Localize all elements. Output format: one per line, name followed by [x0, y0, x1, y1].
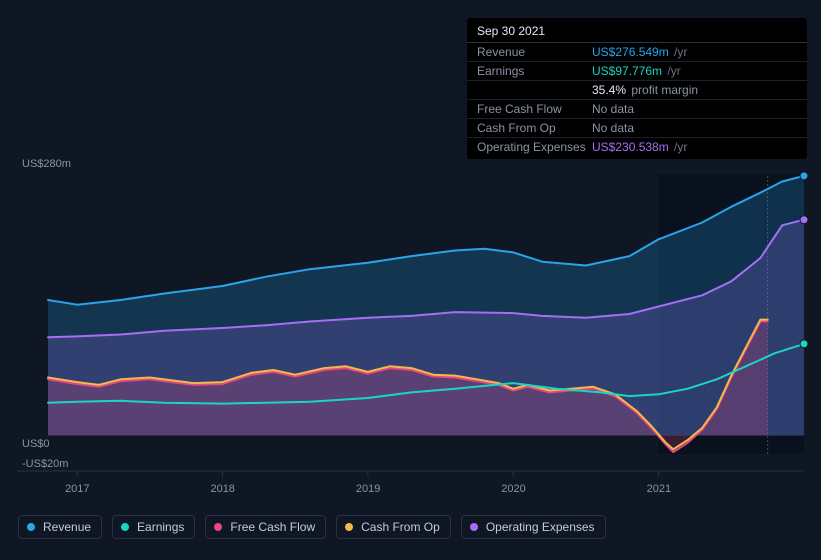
tooltip-row: RevenueUS$276.549m /yr [467, 43, 807, 62]
y-axis-label: US$280m [22, 158, 71, 170]
tooltip-row-label: Cash From Op [477, 121, 592, 135]
tooltip-row: 35.4% profit margin [467, 81, 807, 100]
tooltip-row-label: Earnings [477, 64, 592, 78]
tooltip-row: Free Cash FlowNo data [467, 100, 807, 119]
tooltip-row-unit: /yr [664, 64, 681, 78]
legend-label: Earnings [137, 520, 184, 534]
x-axis-label: 2020 [501, 483, 525, 495]
hover-tooltip: Sep 30 2021 RevenueUS$276.549m /yrEarnin… [467, 18, 807, 159]
tooltip-row-nodata: No data [592, 121, 634, 135]
x-axis-label: 2018 [210, 483, 234, 495]
tooltip-row: EarningsUS$97.776m /yr [467, 62, 807, 81]
tooltip-row-value: US$97.776m [592, 64, 662, 78]
tooltip-row-label: Free Cash Flow [477, 102, 592, 116]
tooltip-row-label [477, 83, 592, 97]
tooltip-row-value: US$230.538m [592, 140, 669, 154]
legend-item-earnings[interactable]: Earnings [112, 515, 195, 539]
tooltip-row-unit: /yr [671, 140, 688, 154]
tooltip-row-value: US$276.549m [592, 45, 669, 59]
legend-label: Free Cash Flow [230, 520, 315, 534]
tooltip-row-label: Operating Expenses [477, 140, 592, 154]
tooltip-row-value: 35.4% [592, 83, 626, 97]
tooltip-row: Operating ExpensesUS$230.538m /yr [467, 138, 807, 159]
legend-dot-icon [470, 523, 478, 531]
legend-label: Revenue [43, 520, 91, 534]
x-axis-label: 2017 [65, 483, 89, 495]
tooltip-row-label: Revenue [477, 45, 592, 59]
legend-dot-icon [214, 523, 222, 531]
legend-item-revenue[interactable]: Revenue [18, 515, 102, 539]
legend-dot-icon [345, 523, 353, 531]
y-axis-label: -US$20m [22, 458, 68, 470]
legend-dot-icon [27, 523, 35, 531]
legend-item-fcf[interactable]: Free Cash Flow [205, 515, 326, 539]
legend-dot-icon [121, 523, 129, 531]
tooltip-row-unit: /yr [671, 45, 688, 59]
x-axis-label: 2019 [356, 483, 380, 495]
legend-item-opex[interactable]: Operating Expenses [461, 515, 606, 539]
tooltip-date: Sep 30 2021 [467, 18, 807, 43]
tooltip-row-sub: profit margin [628, 83, 698, 97]
legend-label: Cash From Op [361, 520, 440, 534]
tooltip-row-nodata: No data [592, 102, 634, 116]
legend-item-cfo[interactable]: Cash From Op [336, 515, 451, 539]
legend: Revenue Earnings Free Cash Flow Cash From O… [18, 515, 606, 539]
tooltip-row: Cash From OpNo data [467, 119, 807, 138]
y-axis-label: US$0 [22, 438, 50, 450]
x-axis-label: 2021 [647, 483, 671, 495]
legend-label: Operating Expenses [486, 520, 595, 534]
